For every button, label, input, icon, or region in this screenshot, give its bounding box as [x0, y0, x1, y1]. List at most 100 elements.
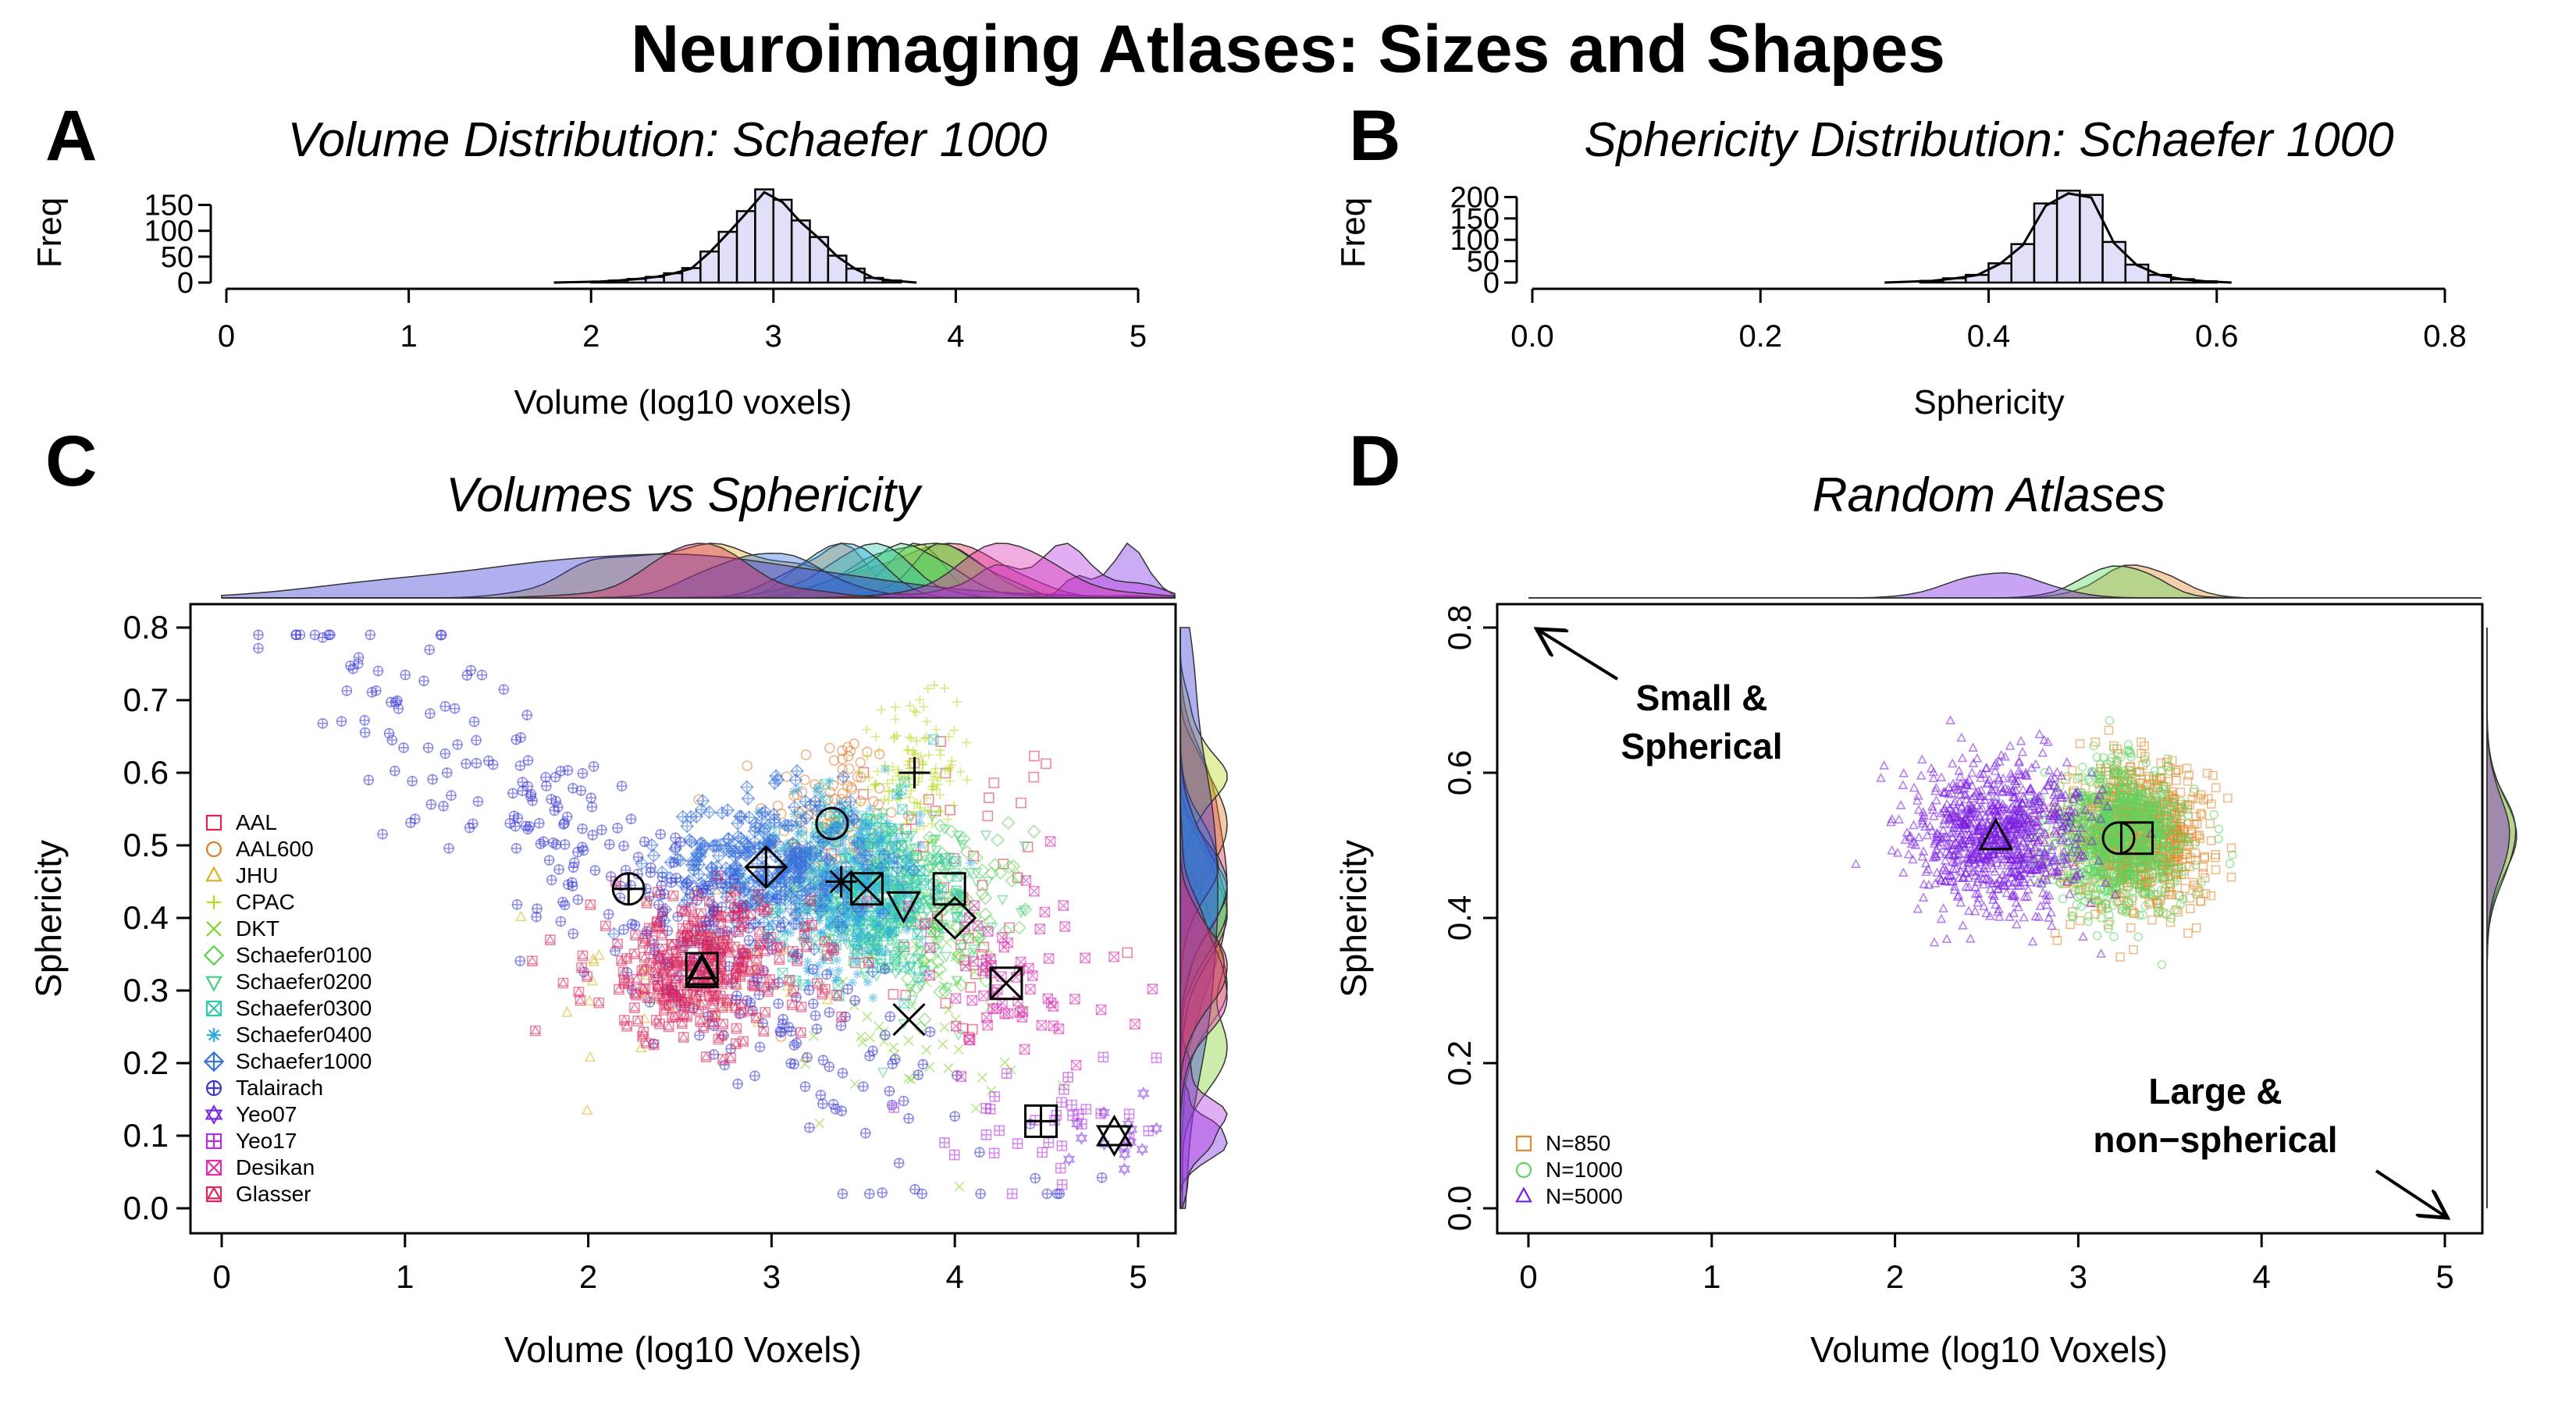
- data-point: [988, 777, 1000, 788]
- data-point: [832, 836, 842, 846]
- data-point-detail: [585, 899, 596, 909]
- data-point: [711, 906, 722, 917]
- data-point-detail: [899, 777, 910, 788]
- data-point-detail: [696, 999, 707, 1008]
- centroid-markers: [611, 757, 1133, 1157]
- data-point: [678, 994, 690, 1005]
- data-point: [948, 1149, 960, 1161]
- data-point-detail: [532, 904, 543, 914]
- data-point: [773, 892, 788, 907]
- data-point: [906, 995, 919, 1006]
- data-point-detail: [1057, 1179, 1067, 1190]
- data-point: [977, 1072, 987, 1083]
- data-point: [828, 944, 839, 955]
- y-axis-label: Freq: [30, 197, 69, 268]
- data-point: [945, 824, 959, 839]
- data-point: [836, 1011, 847, 1023]
- legend-marker: [205, 1186, 222, 1203]
- data-point-detail: [733, 926, 744, 935]
- data-point-detail: [569, 858, 579, 868]
- data-point-detail: [735, 998, 746, 1008]
- data-point-detail: [799, 859, 811, 872]
- data-point: [799, 921, 810, 933]
- data-point-detail: [792, 1038, 802, 1048]
- data-point: [813, 960, 824, 970]
- data-point: [806, 873, 816, 884]
- data-point-detail: [852, 852, 866, 864]
- data-point: [828, 755, 840, 767]
- data-point: [738, 900, 749, 911]
- data-point: [909, 798, 920, 808]
- x-tick-label: 3: [765, 319, 782, 354]
- data-point: [855, 798, 865, 808]
- data-point-detail: [950, 993, 962, 1004]
- data-point: [827, 780, 838, 791]
- data-point-detail: [1068, 1111, 1078, 1121]
- data-point-detail: [1071, 1060, 1082, 1071]
- histogram-bar: [772, 198, 793, 284]
- data-point: [831, 975, 841, 985]
- data-point-detail: [812, 977, 823, 987]
- data-point: [1123, 1133, 1135, 1144]
- data-point: [880, 764, 890, 774]
- data-point: [764, 974, 775, 985]
- data-point-detail: [735, 832, 748, 845]
- data-point: [735, 999, 747, 1010]
- data-point-detail: [630, 930, 641, 939]
- data-point: [817, 988, 828, 1000]
- data-point: [862, 724, 872, 735]
- centroid-marker-detail: [745, 846, 787, 887]
- data-point-detail: [436, 630, 446, 640]
- data-point-detail: [972, 920, 983, 931]
- data-point: [800, 749, 812, 760]
- data-point: [936, 884, 948, 895]
- legend-label: Schaefer0300: [236, 996, 372, 1020]
- x-tick-label: 1: [396, 1258, 414, 1295]
- data-point: [902, 818, 912, 828]
- data-point: [827, 828, 838, 838]
- data-point: [1118, 1162, 1131, 1176]
- data-point: [848, 955, 859, 967]
- data-point-detail: [836, 1021, 846, 1031]
- data-point: [849, 1079, 860, 1090]
- data-point-detail: [642, 991, 653, 1001]
- data-point-detail: [742, 811, 756, 824]
- data-point: [1018, 902, 1033, 917]
- data-point: [879, 877, 889, 887]
- data-point-detail: [936, 884, 947, 895]
- data-point: [950, 993, 962, 1004]
- data-point: [820, 778, 831, 790]
- data-point: [756, 967, 768, 979]
- data-point: [1039, 906, 1051, 918]
- data-point: [872, 896, 882, 906]
- legend-label: Schaefer1000: [236, 1049, 372, 1073]
- data-point: [970, 851, 984, 865]
- data-point-detail: [740, 781, 753, 794]
- data-point-detail: [653, 900, 664, 910]
- data-point: [930, 834, 941, 845]
- data-point-detail: [774, 954, 785, 963]
- data-point: [2075, 916, 2085, 926]
- data-point-detail: [1096, 1108, 1106, 1119]
- data-point-detail: [703, 951, 714, 961]
- data-point-detail: [877, 907, 890, 919]
- data-point-detail: [722, 832, 735, 845]
- data-point: [2194, 831, 2204, 840]
- data-point: [861, 881, 871, 891]
- data-point-detail: [649, 1039, 660, 1048]
- data-point-detail: [1151, 1053, 1162, 1063]
- data-point-detail: [390, 766, 400, 776]
- data-point-detail: [808, 964, 818, 974]
- data-point: [833, 925, 843, 935]
- data-point-detail: [641, 1037, 652, 1047]
- data-point: [873, 906, 884, 916]
- data-point: [1076, 1119, 1087, 1129]
- data-point: [2109, 932, 2119, 941]
- data-point: [984, 792, 994, 803]
- data-point: [1002, 859, 1017, 874]
- data-point: [972, 920, 984, 931]
- data-point: [577, 950, 589, 962]
- data-point-detail: [345, 660, 355, 670]
